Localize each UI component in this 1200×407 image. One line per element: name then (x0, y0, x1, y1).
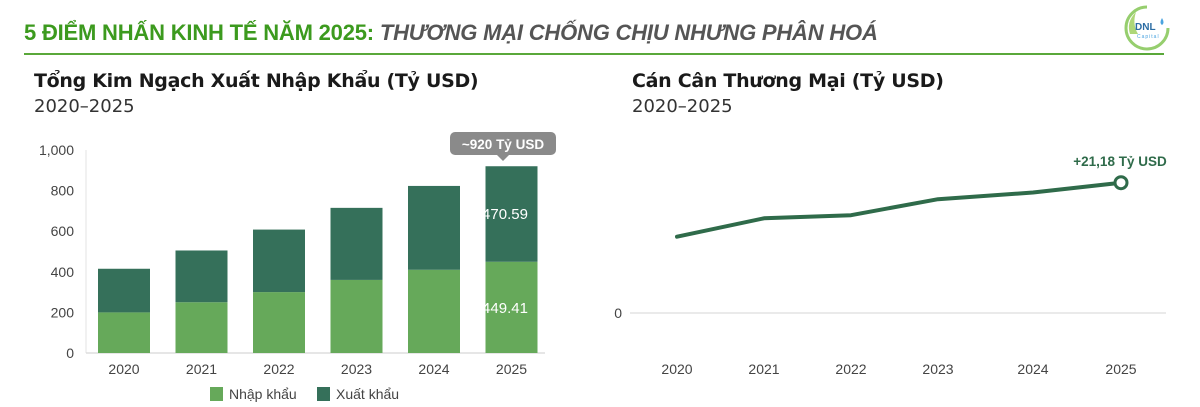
legend-label-exports: Xuất khẩu (336, 386, 399, 402)
end-point-label: +21,18 Tỷ USD (1073, 154, 1167, 169)
x-axis-ticks: 2020 2021 2022 2023 2024 2025 (661, 361, 1136, 377)
balance-line (675, 180, 1123, 239)
header-divider (24, 53, 1164, 55)
legend-swatch-exports (317, 387, 330, 401)
left-chart-subtitle: 2020–2025 (34, 96, 135, 117)
bar-segment-exports (485, 166, 538, 262)
bar-series (98, 166, 538, 353)
x-tick-label: 2022 (263, 361, 294, 377)
end-point-marker (1113, 175, 1129, 191)
bar-segment-imports (253, 292, 305, 353)
logo-text: DNL (1135, 22, 1156, 33)
trade-balance-line-chart: 0 +21,18 Tỷ USD 2020 2021 2022 2023 2024 2025 (614, 154, 1167, 377)
total-callout: ~920 Tỷ USD (450, 132, 556, 161)
x-axis-ticks: 2020 2021 2022 2023 2024 2025 (108, 361, 527, 377)
export-2025-label: 470.59 (482, 206, 528, 223)
page-header: 5 ĐIỂM NHẤN KINH TẾ NĂM 2025: THƯƠNG MẠI… (24, 18, 1174, 50)
y-tick-label: 200 (51, 304, 75, 320)
x-tick-label: 2021 (748, 361, 779, 377)
bar-segment-imports (175, 302, 228, 353)
import-2025-label: 449.41 (482, 300, 528, 317)
page-title-main: 5 ĐIỂM NHẤN KINH TẾ NĂM 2025: (24, 20, 380, 45)
right-chart-subtitle: 2020–2025 (632, 96, 733, 117)
x-tick-label: 2025 (496, 361, 527, 377)
y-tick-label: 800 (51, 183, 75, 199)
bar-segment-exports (175, 250, 228, 303)
x-tick-label: 2025 (1105, 361, 1136, 377)
legend: Nhập khẩu Xuất khẩu (210, 386, 399, 402)
callout-text: ~920 Tỷ USD (462, 137, 544, 152)
bar-segment-exports (98, 268, 150, 313)
bar-segment-imports (408, 269, 460, 353)
y-axis-ticks: 0 200 400 600 800 1,000 (39, 142, 74, 361)
x-tick-label: 2023 (341, 361, 372, 377)
x-tick-label: 2024 (418, 361, 449, 377)
page-title-sub: THƯƠNG MẠI CHỐNG CHỊU NHƯNG PHÂN HOÁ (379, 20, 878, 45)
y-tick-zero: 0 (614, 305, 622, 321)
page-title: 5 ĐIỂM NHẤN KINH TẾ NĂM 2025: THƯƠNG MẠI… (24, 20, 878, 46)
x-tick-label: 2022 (835, 361, 866, 377)
bar-segment-imports (485, 261, 538, 353)
bar-segment-exports (330, 207, 383, 280)
right-chart-title: Cán Cân Thương Mại (Tỷ USD) (632, 70, 944, 92)
dnl-capital-logo: DNL Capital (1122, 4, 1172, 52)
y-tick-label: 0 (66, 345, 74, 361)
bar-segment-exports (253, 229, 305, 293)
bar-segment-imports (98, 312, 150, 353)
bar-segment-imports (330, 279, 383, 353)
y-tick-label: 1,000 (39, 142, 74, 158)
y-tick-label: 400 (51, 264, 75, 280)
bar-segment-exports (408, 185, 460, 270)
x-tick-label: 2020 (661, 361, 692, 377)
y-tick-label: 600 (51, 223, 75, 239)
legend-swatch-imports (210, 387, 223, 401)
logo-subtext: Capital (1137, 34, 1160, 40)
left-chart-title: Tổng Kim Ngạch Xuất Nhập Khẩu (Tỷ USD) (34, 70, 479, 92)
x-tick-label: 2023 (922, 361, 953, 377)
x-tick-label: 2020 (108, 361, 139, 377)
x-tick-label: 2021 (186, 361, 217, 377)
x-tick-label: 2024 (1017, 361, 1048, 377)
legend-label-imports: Nhập khẩu (229, 386, 297, 402)
